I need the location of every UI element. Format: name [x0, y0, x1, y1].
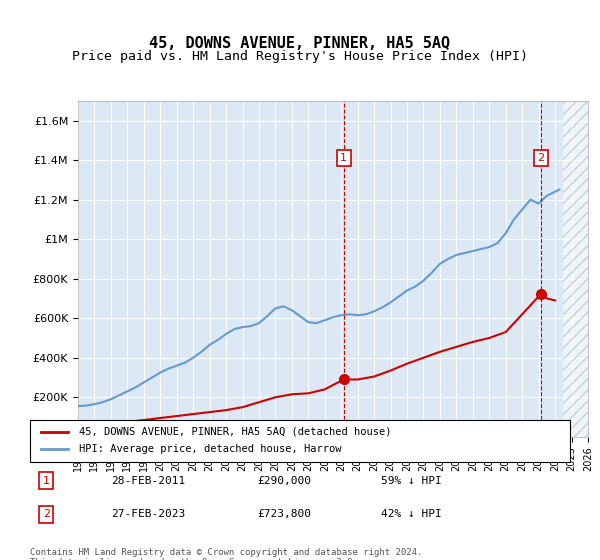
Text: 45, DOWNS AVENUE, PINNER, HA5 5AQ: 45, DOWNS AVENUE, PINNER, HA5 5AQ — [149, 36, 451, 52]
Text: 2: 2 — [43, 509, 50, 519]
Text: 2: 2 — [538, 153, 545, 163]
Text: 1: 1 — [43, 476, 50, 486]
Text: 28-FEB-2011: 28-FEB-2011 — [111, 476, 185, 486]
Text: £290,000: £290,000 — [257, 476, 311, 486]
Text: 45, DOWNS AVENUE, PINNER, HA5 5AQ (detached house): 45, DOWNS AVENUE, PINNER, HA5 5AQ (detac… — [79, 427, 391, 437]
Text: £723,800: £723,800 — [257, 509, 311, 519]
Text: Price paid vs. HM Land Registry's House Price Index (HPI): Price paid vs. HM Land Registry's House … — [72, 50, 528, 63]
Text: 27-FEB-2023: 27-FEB-2023 — [111, 509, 185, 519]
Text: HPI: Average price, detached house, Harrow: HPI: Average price, detached house, Harr… — [79, 445, 341, 454]
Text: 42% ↓ HPI: 42% ↓ HPI — [381, 509, 442, 519]
Text: Contains HM Land Registry data © Crown copyright and database right 2024.
This d: Contains HM Land Registry data © Crown c… — [30, 548, 422, 560]
Text: 1: 1 — [340, 153, 347, 163]
Text: 59% ↓ HPI: 59% ↓ HPI — [381, 476, 442, 486]
FancyBboxPatch shape — [30, 420, 570, 462]
